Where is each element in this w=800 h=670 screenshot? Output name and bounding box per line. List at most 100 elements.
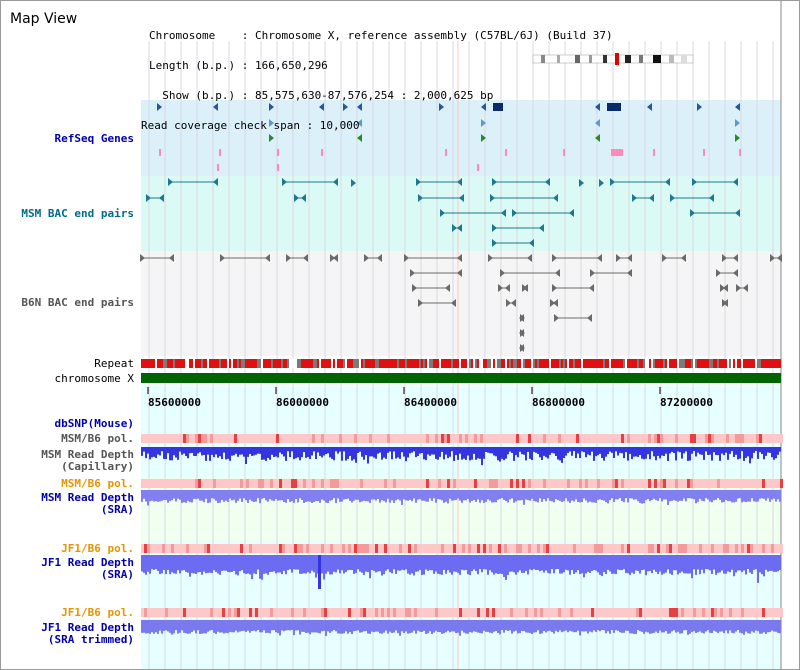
jf1-depth-trimmed-label[interactable]: JF1 Read Depth (SRA trimmed) [41,622,134,646]
msm-b6-pol-label-2[interactable]: MSM/B6 pol. [61,477,134,490]
read-depth-bar [249,555,251,575]
read-depth-bar [627,555,629,574]
polymorphism-cell [669,434,672,443]
read-depth-bar [313,447,315,452]
jf1-depth-sra-label[interactable]: JF1 Read Depth (SRA) [41,557,134,581]
read-depth-bar [291,447,293,452]
polymorphism-cell [636,479,639,488]
read-depth-bar [533,620,535,633]
msm-b6-pol-label-1[interactable]: MSM/B6 pol. [61,432,134,445]
read-depth-bar [307,490,309,502]
jf1-b6-pol-label-1[interactable]: JF1/B6 pol. [61,542,134,555]
read-depth-bar [189,620,191,634]
read-depth-bar [627,447,629,461]
read-depth-bar [387,490,389,499]
polymorphism-cell [390,544,393,553]
read-depth-bar [545,447,547,458]
read-depth-bar [575,620,577,633]
read-depth-bar [409,490,411,500]
read-depth-bar [291,555,293,573]
repeat-segment [485,359,487,368]
polymorphism-cell [270,608,273,617]
read-depth-bar [401,490,403,505]
repeat-segment [233,359,235,368]
refseq-genes-label[interactable]: RefSeq Genes [54,132,134,145]
polymorphism-cell [774,544,777,553]
polymorphism-cell [231,434,234,443]
polymorphism-cell [285,479,288,488]
msm-bac-label[interactable]: MSM BAC end pairs [21,207,134,220]
polymorphism-cell [615,434,618,443]
read-depth-bar [369,447,371,457]
polymorphism-cell [294,544,297,553]
polymorphism-cell [240,479,243,488]
feature-arrow [140,254,145,262]
read-depth-bar [183,620,185,633]
feature-arrow [439,103,444,111]
repeat-segment [147,359,149,368]
read-depth-bar [143,447,145,452]
read-depth-bar [599,620,601,632]
b6n-bac-label[interactable]: B6N BAC end pairs [21,296,134,309]
read-depth-bar [603,447,605,461]
polymorphism-cell [504,479,507,488]
polymorphism-cell [258,608,261,617]
read-depth-bar [177,555,179,571]
read-depth-bar [391,555,393,574]
read-depth-bar [255,555,257,575]
read-depth-bar [271,490,273,501]
read-depth-bar [531,620,533,634]
ideogram-band [625,55,631,63]
read-depth-bar [513,490,515,503]
read-depth-bar [481,447,483,466]
read-depth-bar [405,555,407,570]
polymorphism-cell [519,434,522,443]
polymorphism-cell [531,544,534,553]
polymorphism-cell [555,479,558,488]
polymorphism-cell [480,544,483,553]
polymorphism-cell [297,608,300,617]
read-depth-bar [251,620,253,632]
polymorphism-cell [447,544,450,553]
read-depth-bar [683,555,685,574]
read-depth-bar [655,447,657,461]
polymorphism-cell [180,434,183,443]
read-depth-bar [311,447,313,456]
read-depth-bar [339,555,341,574]
polymorphism-cell [765,608,768,617]
polymorphism-cell [735,434,738,443]
polymorphism-cell [285,608,288,617]
jf1-b6-pol-label-2[interactable]: JF1/B6 pol. [61,606,134,619]
polymorphism-cell [366,434,369,443]
msm-depth-capillary-label[interactable]: MSM Read Depth (Capillary) [41,449,134,473]
polymorphism-cell [252,608,255,617]
polymorphism-cell [552,544,555,553]
read-depth-bar [643,447,645,460]
feature-arrow [451,299,456,307]
polymorphism-cell [192,434,195,443]
polymorphism-cell [153,434,156,443]
polymorphism-cell [531,434,534,443]
repeat-segment [441,359,443,368]
repeat-segment [605,359,607,368]
repeat-segment [283,359,285,368]
read-depth-bar [715,447,717,456]
polymorphism-cell [276,479,279,488]
repeat-segment [603,359,605,368]
read-depth-bar [271,555,273,572]
polymorphism-cell [225,479,228,488]
read-depth-bar [327,490,329,503]
polymorphism-cell [423,434,426,443]
msm-depth-sra-label[interactable]: MSM Read Depth (SRA) [41,492,134,516]
read-depth-bar [577,555,579,571]
polymorphism-cell [183,479,186,488]
read-depth-bar [685,620,687,631]
polymorphism-cell [753,434,756,443]
read-depth-bar [645,620,647,632]
dbsnp-label[interactable]: dbSNP(Mouse) [54,417,134,430]
read-depth-bar [735,490,737,502]
read-depth-bar [723,447,725,456]
read-depth-bar [629,555,631,575]
polymorphism-cell [537,608,540,617]
